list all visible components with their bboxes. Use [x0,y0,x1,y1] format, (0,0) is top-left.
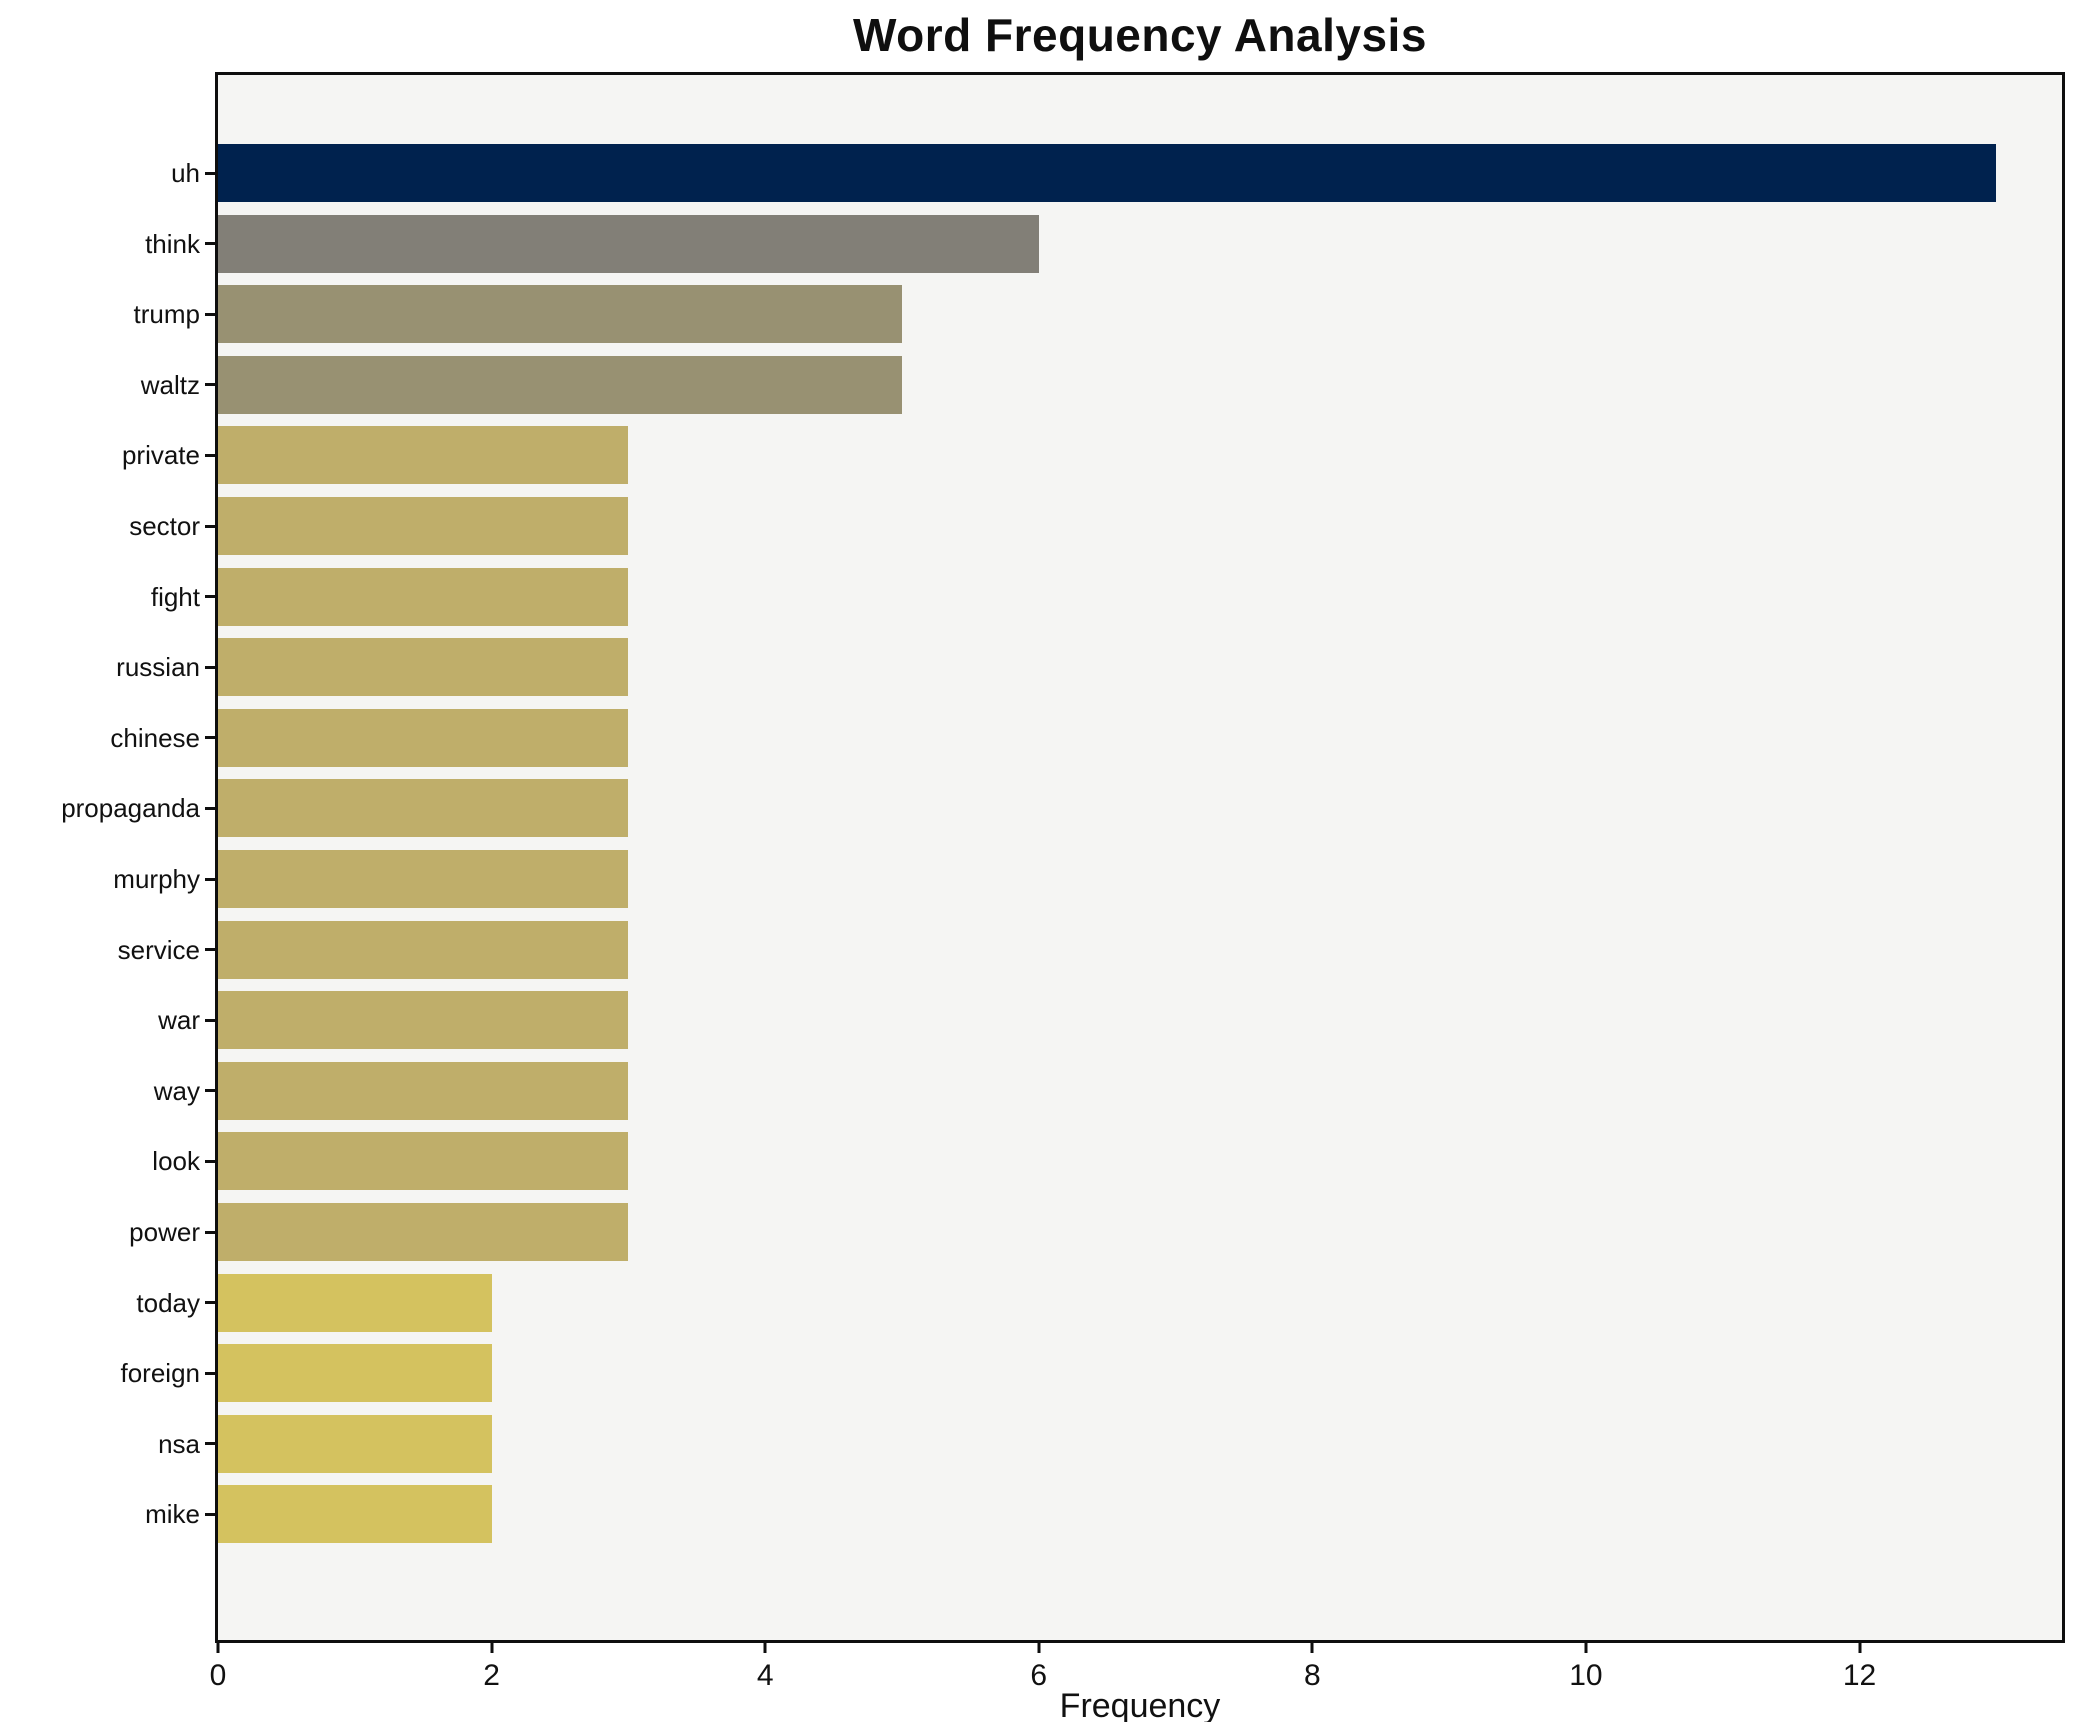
bar-uh [218,144,1997,202]
y-tick-label-private: private [121,440,200,471]
y-tick-mike [205,1512,215,1516]
x-tick-label-8: 8 [1304,1659,1321,1692]
x-tick-label-2: 2 [483,1659,500,1692]
x-tick-label-0: 0 [209,1659,227,1692]
y-tick-label-propaganda: propaganda [61,793,200,824]
bar-mike [218,1485,492,1544]
y-tick-war [205,1018,215,1022]
y-tick-label-think: think [145,228,200,259]
y-tick-think [205,242,215,246]
y-tick-label-sector: sector [129,511,200,541]
bar-way [218,1061,629,1120]
x-tick-8 [1310,1643,1314,1653]
bar-waltz [218,355,902,414]
plot-area: uh think trump waltz private sector fight russi… [61,72,2065,1722]
y-tick-label-mike: mike [145,1499,200,1530]
y-tick-label-way: way [153,1075,200,1106]
chart-title: Word Frequency Analysis [853,9,1427,61]
y-tick-russian [205,665,215,669]
y-tick-label-look: look [152,1146,200,1177]
bar-propaganda [218,779,629,838]
y-tick-label-fight: fight [150,581,200,612]
y-tick-uh [205,171,215,175]
bar-think [218,214,1039,273]
x-tick-4 [763,1643,767,1653]
y-tick-label-power: power [129,1217,200,1247]
x-tick-label-10: 10 [1569,1659,1603,1692]
y-tick-label-chinese: chinese [110,722,200,753]
y-tick-power [205,1230,215,1234]
y-tick-label-nsa: nsa [158,1428,200,1459]
x-axis-label: Frequency [1059,1687,1221,1722]
bar-private [218,426,629,485]
y-tick-label-service: service [117,934,200,965]
y-tick-label-uh: uh [171,158,200,188]
x-tick-label-12: 12 [1842,1659,1877,1692]
x-tick-0 [216,1643,220,1653]
y-tick-sector [205,524,215,528]
bar-war [218,991,629,1050]
y-tick-label-trump: trump [133,299,200,330]
y-tick-foreign [205,1371,215,1375]
y-tick-nsa [205,1442,215,1446]
bar-chinese [218,708,629,767]
x-tick-label-4: 4 [756,1659,774,1692]
bar-today [218,1273,492,1332]
bar-nsa [218,1414,492,1473]
y-tick-label-waltz: waltz [140,369,200,400]
bar-sector [218,497,629,555]
bar-foreign [218,1344,492,1403]
x-tick-2 [490,1643,494,1653]
y-tick-label-war: war [158,1005,200,1036]
y-tick-label-foreign: foreign [120,1358,201,1389]
y-tick-look [205,1159,215,1163]
y-tick-trump [205,312,215,316]
x-tick-6 [1037,1643,1041,1653]
y-tick-label-today: today [136,1287,200,1318]
x-tick-12 [1858,1643,1862,1653]
y-tick-label-murphy: murphy [113,864,200,894]
y-tick-label-russian: russian [116,652,200,683]
bar-power [218,1203,629,1261]
y-tick-today [205,1301,215,1305]
y-tick-chinese [205,736,215,740]
y-tick-private [205,453,215,457]
y-tick-murphy [205,877,215,881]
y-tick-waltz [205,383,215,387]
bar-fight [218,567,629,626]
bar-russian [218,638,629,697]
bar-service [218,920,629,979]
bar-trump [218,285,902,344]
y-tick-way [205,1089,215,1093]
x-tick-label-6: 6 [1030,1659,1048,1692]
y-tick-fight [205,595,215,599]
x-tick-10 [1584,1643,1588,1653]
y-tick-propaganda [205,806,215,810]
y-tick-service [205,948,215,952]
bar-murphy [218,850,629,908]
bar-look [218,1132,629,1191]
